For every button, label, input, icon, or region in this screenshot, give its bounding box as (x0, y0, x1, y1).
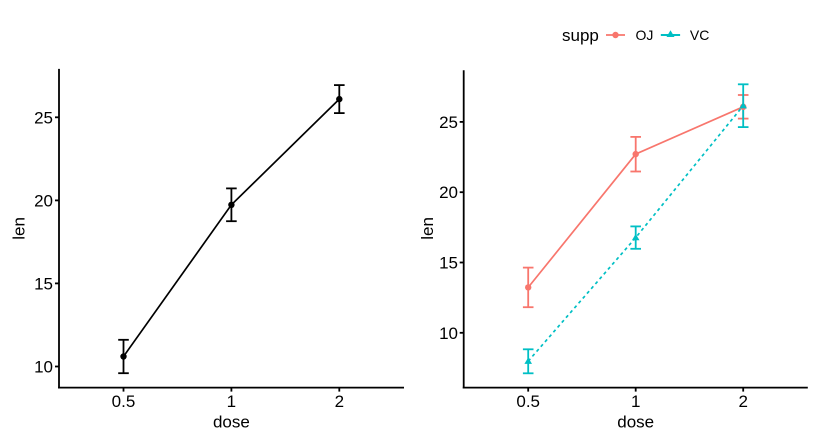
svg-text:15: 15 (439, 254, 458, 273)
svg-text:1: 1 (631, 392, 640, 411)
svg-text:25: 25 (439, 113, 458, 132)
svg-text:dose: dose (617, 412, 654, 431)
svg-text:20: 20 (439, 183, 458, 202)
svg-text:10: 10 (439, 324, 458, 343)
svg-text:15: 15 (34, 274, 53, 293)
svg-text:20: 20 (34, 191, 53, 210)
svg-text:2: 2 (335, 392, 344, 411)
svg-text:OJ: OJ (636, 27, 654, 43)
svg-text:0.5: 0.5 (516, 392, 540, 411)
svg-text:2: 2 (738, 392, 747, 411)
svg-text:10: 10 (34, 358, 53, 377)
svg-text:VC: VC (690, 27, 709, 43)
svg-text:dose: dose (213, 412, 250, 431)
svg-text:25: 25 (34, 108, 53, 127)
svg-text:1: 1 (227, 392, 236, 411)
svg-text:len: len (418, 217, 437, 240)
svg-text:len: len (10, 217, 29, 240)
svg-text:supp: supp (562, 26, 599, 45)
svg-text:0.5: 0.5 (112, 392, 136, 411)
